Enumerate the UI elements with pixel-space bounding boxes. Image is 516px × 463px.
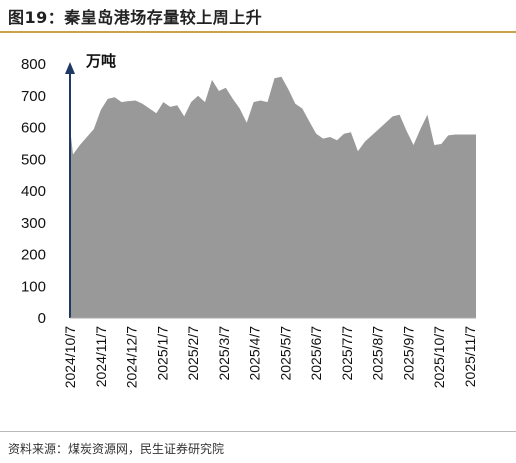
- x-axis-ticks: 2024/10/7 2024/11/7 2024/12/7 2025/1/7 2025/…: [62, 326, 478, 389]
- x-tick-label: 2024/10/7: [62, 326, 78, 388]
- y-tick-label: 300: [21, 215, 46, 232]
- y-tick-label: 500: [21, 151, 46, 168]
- y-tick-label: 100: [21, 278, 46, 295]
- x-tick-label: 2025/10/7: [431, 326, 447, 388]
- source-note: 资料来源：煤炭资源网，民生证券研究院: [8, 442, 225, 456]
- x-tick-label: 2025/9/7: [400, 326, 416, 381]
- y-tick-label: 700: [21, 88, 46, 105]
- x-tick-label: 2024/12/7: [124, 326, 140, 388]
- source-divider: [0, 431, 516, 432]
- y-tick-label: 600: [21, 120, 46, 137]
- y-axis-unit: 万吨: [86, 52, 117, 70]
- x-tick-label: 2025/6/7: [308, 326, 324, 381]
- y-tick-label: 200: [21, 247, 46, 264]
- y-axis-arrow-icon: [65, 62, 75, 74]
- x-tick-label: 2024/11/7: [93, 326, 109, 387]
- x-tick-label: 2025/5/7: [277, 326, 293, 381]
- title-divider: [0, 31, 516, 33]
- y-axis-ticks: 0 100 200 300 400 500 600 700 800: [21, 56, 46, 327]
- y-tick-label: 0: [38, 310, 46, 327]
- y-tick-label: 400: [21, 183, 46, 200]
- y-tick-label: 800: [21, 56, 46, 73]
- x-tick-label: 2025/8/7: [370, 326, 386, 381]
- x-tick-label: 2025/4/7: [247, 326, 263, 381]
- series-area: [70, 76, 476, 318]
- figure-title: 图19：秦皇岛港场存量较上周上升: [8, 8, 263, 27]
- x-tick-label: 2025/11/7: [462, 326, 478, 387]
- x-tick-label: 2025/3/7: [216, 326, 232, 381]
- x-tick-label: 2025/1/7: [154, 326, 170, 381]
- x-tick-label: 2025/2/7: [185, 326, 201, 381]
- x-tick-label: 2025/7/7: [339, 326, 355, 381]
